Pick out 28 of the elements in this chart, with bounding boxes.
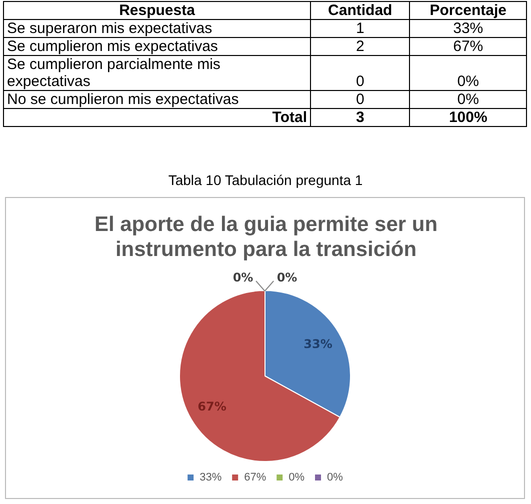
chart-title: El aporte de la guia permite ser un instrumento para la transición bbox=[93, 212, 439, 262]
text: 1 bbox=[310, 20, 410, 38]
text: 0 bbox=[310, 56, 410, 90]
data-label: 67% bbox=[198, 399, 226, 414]
legend-label: 67% bbox=[244, 472, 266, 484]
text: 3 bbox=[310, 108, 410, 126]
text: 0% bbox=[276, 270, 298, 285]
legend-label: 0% bbox=[288, 472, 305, 484]
text: 67% bbox=[410, 38, 526, 56]
text: Se superaron mis expectativas bbox=[4, 20, 310, 38]
legend-label: 33% bbox=[200, 472, 222, 484]
text: Se cumplieron parcialmente mis expectativas bbox=[4, 56, 310, 90]
text: 100% bbox=[410, 108, 526, 126]
text: 0% bbox=[232, 270, 254, 285]
text: Porcentaje bbox=[410, 2, 526, 20]
text: 2 bbox=[310, 38, 410, 56]
text: 0% bbox=[410, 56, 526, 90]
text: 33% bbox=[410, 20, 526, 38]
text: Respuesta bbox=[4, 2, 310, 20]
data-label: 33% bbox=[304, 336, 332, 351]
text: 0 bbox=[310, 90, 410, 108]
text: Cantidad bbox=[310, 2, 410, 20]
text: Se cumplieron mis expectativas bbox=[4, 38, 310, 56]
text: Tabla 10 Tabulación pregunta 1 bbox=[167, 172, 364, 188]
text: 0% bbox=[410, 90, 526, 108]
text: No se cumplieron mis expectativas bbox=[4, 90, 310, 108]
legend-label: 0% bbox=[327, 472, 344, 484]
text: Total bbox=[4, 108, 310, 126]
